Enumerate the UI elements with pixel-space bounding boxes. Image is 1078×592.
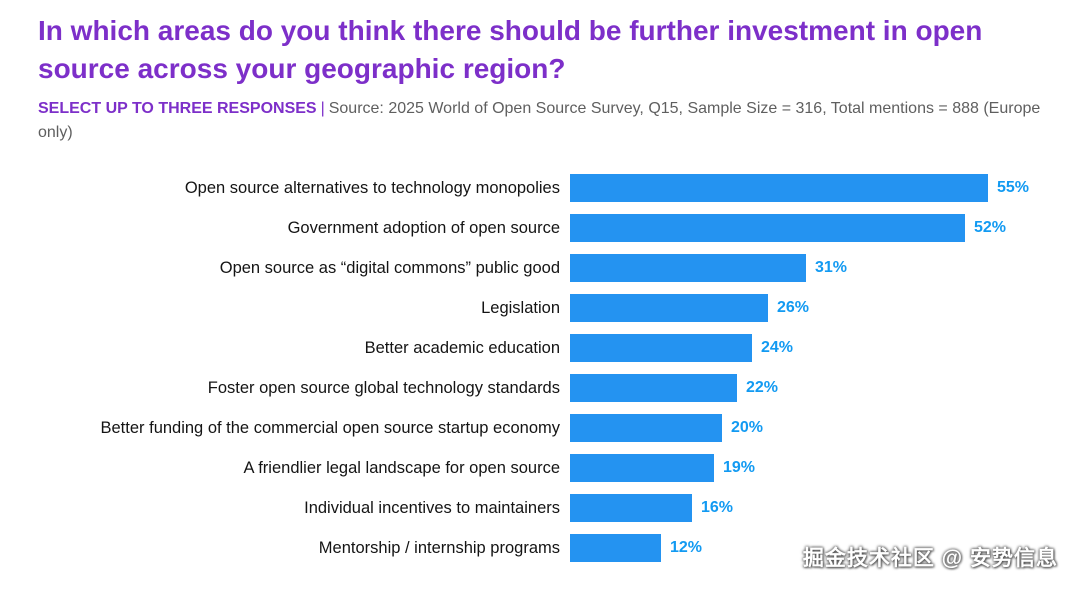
bar-track: 20% (570, 408, 1048, 448)
bar-row: Better funding of the commercial open so… (38, 408, 1048, 448)
bar (570, 174, 988, 203)
value-label: 55% (997, 179, 1030, 197)
subtitle-separator: | (320, 99, 325, 117)
bar-track: 16% (570, 488, 1048, 528)
bar-chart: Open source alternatives to technology m… (38, 168, 1048, 568)
chart-subtitle: SELECT UP TO THREE RESPONSES | Source: 202… (38, 97, 1048, 147)
bar-row: Individual incentives to maintainers 16% (38, 488, 1048, 528)
bar (570, 334, 752, 363)
bar (570, 494, 692, 523)
category-label: Better academic education (364, 338, 560, 357)
bar-track: 52% (570, 208, 1048, 248)
bar (570, 534, 661, 563)
watermark: 掘金技术社区 @ 安势信息 (802, 547, 1058, 570)
chart-title: In which areas do you think there should… (38, 15, 983, 84)
category-label: Better funding of the commercial open so… (100, 418, 561, 437)
value-label: 24% (761, 339, 794, 357)
bar-track: 24% (570, 328, 1048, 368)
bar-row: A friendlier legal landscape for open so… (38, 448, 1048, 488)
bar-row: Better academic education 24% (38, 328, 1048, 368)
value-label: 16% (701, 499, 734, 517)
bar-track: 55% (570, 168, 1048, 208)
bar (570, 214, 965, 243)
bar-track: 22% (570, 368, 1048, 408)
value-label: 12% (670, 539, 703, 557)
bar-row: Legislation 26% (38, 288, 1048, 328)
category-label: Individual incentives to maintainers (304, 498, 560, 517)
value-label: 20% (731, 419, 764, 437)
value-label: 19% (723, 459, 756, 477)
category-label: Open source as “digital commons” public … (219, 258, 560, 277)
bar (570, 414, 722, 443)
bar (570, 374, 737, 403)
category-label: Legislation (481, 298, 560, 317)
value-label: 26% (777, 299, 810, 317)
subtitle-source: Source: 2025 World of Open Source Survey… (38, 99, 1041, 142)
value-label: 52% (974, 219, 1007, 237)
bar-track: 31% (570, 248, 1048, 288)
bar (570, 454, 714, 483)
bar-track: 19% (570, 448, 1048, 488)
value-label: 22% (746, 379, 779, 397)
bar-row: Open source as “digital commons” public … (38, 248, 1048, 288)
value-label: 31% (815, 259, 848, 277)
bar-row: Government adoption of open source 52% (38, 208, 1048, 248)
category-label: Mentorship / internship programs (318, 538, 560, 557)
bar-track: 26% (570, 288, 1048, 328)
bar (570, 254, 806, 283)
bar (570, 294, 768, 323)
category-label: A friendlier legal landscape for open so… (243, 458, 560, 477)
category-label: Government adoption of open source (287, 218, 560, 237)
bar-row: Open source alternatives to technology m… (38, 168, 1048, 208)
bar-track: 12% (570, 528, 1048, 568)
category-label: Foster open source global technology sta… (207, 378, 560, 397)
bar-row: Foster open source global technology sta… (38, 368, 1048, 408)
bar-row: Mentorship / internship programs 12% (38, 528, 1048, 568)
category-label: Open source alternatives to technology m… (184, 178, 560, 197)
subtitle-instruction: SELECT UP TO THREE RESPONSES (38, 99, 317, 117)
